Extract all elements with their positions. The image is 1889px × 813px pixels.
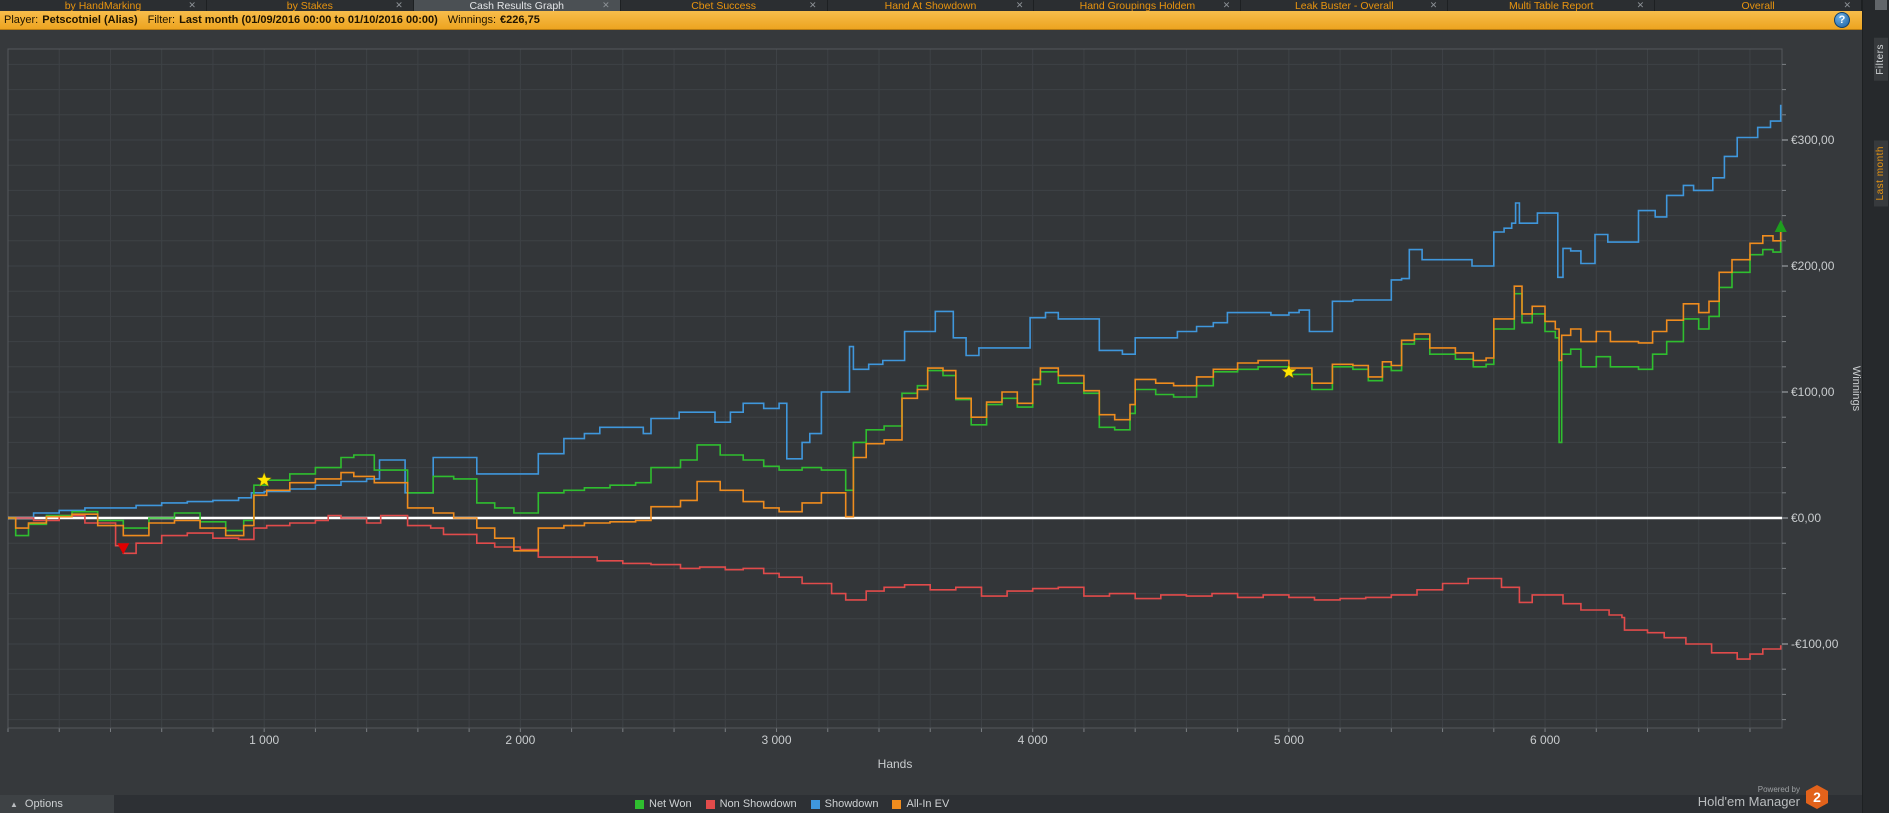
svg-text:€100,00: €100,00: [1791, 385, 1835, 399]
legend-item: Non Showdown: [705, 798, 797, 810]
tab-multi-table-report[interactable]: Multi Table Report ✕: [1448, 0, 1656, 11]
tab-hand-groupings-holdem[interactable]: Hand Groupings Holdem ✕: [1034, 0, 1242, 11]
svg-text:Hands: Hands: [878, 757, 913, 771]
legend-item: Net Won: [635, 798, 692, 810]
hm2-logo: Powered by Hold'em Manager 2: [1698, 785, 1828, 809]
winnings-label: Winnings:: [447, 14, 497, 26]
close-icon[interactable]: ✕: [1015, 0, 1024, 10]
cash-results-graph: €300,00 €200,00 €100,00 €0,00 -€100,00 1 000 2…: [0, 30, 1862, 795]
legend-swatch-icon: [892, 799, 902, 809]
legend-label: Showdown: [824, 798, 879, 810]
tab-overall[interactable]: Overall ✕: [1655, 0, 1862, 11]
legend-label: Non Showdown: [719, 798, 797, 810]
legend-swatch-icon: [635, 799, 644, 809]
svg-text:1 000: 1 000: [249, 733, 279, 747]
right-collapsed-panel: Filters Last month: [1862, 0, 1889, 813]
powered-by-text: Powered by: [1757, 785, 1800, 794]
chart-legend: Net Won Non Showdown Showdown All-In EV: [635, 795, 949, 813]
brand-text: Hold'em Manager: [1697, 794, 1800, 809]
help-icon[interactable]: ?: [1834, 12, 1850, 28]
winnings-chart: €300,00 €200,00 €100,00 €0,00 -€100,00 1 000 2…: [7, 48, 1862, 771]
winnings-value: €226,75: [500, 14, 540, 26]
legend-swatch-icon: [705, 799, 715, 809]
bottom-status-strip: ▲ Options Net Won Non Showdown Showdown All…: [0, 785, 1862, 813]
legend-item: All-In EV: [892, 798, 949, 810]
svg-text:4 000: 4 000: [1018, 733, 1048, 747]
close-icon[interactable]: ✕: [1636, 0, 1645, 10]
svg-text:5 000: 5 000: [1274, 733, 1304, 747]
tab-by-stakes[interactable]: by Stakes ✕: [206, 0, 414, 11]
close-icon[interactable]: ✕: [188, 0, 196, 10]
hm2-badge-icon: 2: [1806, 785, 1828, 809]
svg-text:3 000: 3 000: [762, 733, 792, 747]
svg-text:Winnings: Winnings: [1850, 366, 1862, 412]
close-icon[interactable]: ✕: [809, 0, 817, 10]
legend-item: Showdown: [810, 798, 879, 810]
close-icon[interactable]: ✕: [602, 0, 610, 10]
active-filter-vertical-tab[interactable]: Last month: [1874, 140, 1888, 207]
tab-cash-results-graph[interactable]: Cash Results Graph ✕: [413, 0, 621, 11]
tab-by-handmarking[interactable]: by HandMarking ✕: [0, 0, 207, 11]
svg-text:6 000: 6 000: [1530, 733, 1560, 747]
player-name: Petscotniel (Alias): [42, 14, 138, 26]
close-icon[interactable]: ✕: [1843, 0, 1852, 10]
report-tab-bar: by HandMarking ✕ by Stakes ✕ Cash Results …: [0, 0, 1862, 11]
options-label: Options: [24, 798, 63, 810]
svg-text:€0,00: €0,00: [1791, 511, 1821, 525]
tab-leak-buster-overall[interactable]: Leak Buster - Overall ✕: [1241, 0, 1449, 11]
svg-text:€300,00: €300,00: [1791, 133, 1835, 147]
legend-label: All-In EV: [906, 798, 950, 810]
player-label: Player:: [4, 14, 39, 26]
tab-hand-at-showdown[interactable]: Hand At Showdown ✕: [827, 0, 1035, 11]
svg-text:€200,00: €200,00: [1791, 259, 1835, 273]
close-icon[interactable]: ✕: [1222, 0, 1231, 10]
legend-swatch-icon: [810, 799, 820, 809]
tab-cbet-success[interactable]: Cbet Success ✕: [620, 0, 828, 11]
collapse-arrow-icon: ▲: [10, 799, 18, 809]
svg-text:-€100,00: -€100,00: [1791, 637, 1839, 651]
filter-value: Last month (01/09/2016 00:00 to 01/10/20…: [179, 14, 438, 26]
filter-label: Filter:: [147, 14, 176, 26]
options-button[interactable]: ▲ Options: [0, 795, 114, 813]
player-filter-banner: Player: Petscotniel (Alias) Filter: Last…: [0, 11, 1862, 30]
filters-vertical-tab[interactable]: Filters: [1874, 38, 1888, 81]
legend-label: Net Won: [649, 798, 692, 810]
close-icon[interactable]: ✕: [1429, 0, 1438, 10]
tab-scroll-arrow[interactable]: [1875, 0, 1887, 10]
close-icon[interactable]: ✕: [395, 0, 403, 10]
svg-text:2 000: 2 000: [505, 733, 535, 747]
